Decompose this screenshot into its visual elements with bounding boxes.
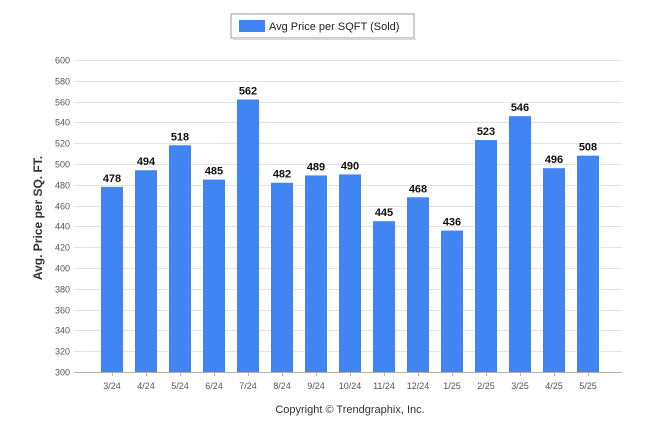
x-tick-label: 4/24 bbox=[137, 381, 155, 391]
x-tick-label: 11/24 bbox=[373, 381, 395, 391]
bar-12-24 bbox=[407, 197, 429, 372]
bar-6-24 bbox=[203, 179, 225, 372]
data-label: 468 bbox=[409, 183, 427, 195]
y-axis-title: Avg. Price per SQ. FT. bbox=[31, 156, 45, 280]
data-label: 478 bbox=[103, 173, 121, 185]
x-tick-label: 10/24 bbox=[339, 381, 362, 391]
data-label: 485 bbox=[205, 166, 223, 178]
bar-2-25 bbox=[475, 140, 497, 372]
x-tick-label: 5/24 bbox=[171, 381, 189, 391]
bar-4-25 bbox=[543, 168, 565, 372]
data-label: 518 bbox=[171, 131, 189, 143]
data-label: 490 bbox=[341, 160, 359, 172]
y-tick-label: 400 bbox=[55, 264, 70, 274]
data-label: 546 bbox=[511, 102, 529, 114]
y-tick-label: 560 bbox=[55, 98, 70, 108]
axes: 300 320 340 360 380 400 420 440 460 480 500 520 540 5… bbox=[55, 56, 622, 391]
data-label: 436 bbox=[443, 217, 461, 229]
y-tick-label: 460 bbox=[55, 202, 70, 212]
data-label: 445 bbox=[375, 207, 393, 219]
data-label: 562 bbox=[239, 86, 257, 98]
x-tick-label: 1/25 bbox=[443, 381, 461, 391]
y-tick-label: 480 bbox=[55, 181, 70, 191]
x-tick-label: 2/25 bbox=[477, 381, 495, 391]
bar-7-24 bbox=[237, 99, 259, 373]
bar-9-24 bbox=[305, 175, 327, 372]
legend-box-shadow bbox=[233, 38, 416, 40]
x-tick-label: 12/24 bbox=[407, 381, 430, 391]
y-tick-label: 540 bbox=[55, 118, 70, 128]
x-tick-label: 9/24 bbox=[307, 381, 325, 391]
bar-11-24 bbox=[373, 221, 395, 372]
x-tick-label: 5/25 bbox=[579, 381, 597, 391]
y-tick-label: 600 bbox=[55, 56, 70, 66]
copyright-text: Copyright © Trendgraphix, Inc. bbox=[275, 404, 424, 416]
bar-1-25 bbox=[441, 230, 463, 372]
x-tick-label: 8/24 bbox=[273, 381, 291, 391]
y-tick-label: 580 bbox=[55, 77, 70, 87]
bar-10-24 bbox=[339, 174, 361, 372]
legend[interactable]: Avg Price per SQFT (Sold) bbox=[230, 13, 416, 40]
y-tick-label: 340 bbox=[55, 326, 70, 336]
y-tick-label: 320 bbox=[55, 347, 70, 357]
legend-label: Avg Price per SQFT (Sold) bbox=[269, 21, 399, 33]
y-tick-label: 360 bbox=[55, 306, 70, 316]
x-tick-label: 3/25 bbox=[511, 381, 529, 391]
data-label: 523 bbox=[477, 126, 495, 138]
bar-5-24 bbox=[169, 145, 191, 372]
x-tick-label: 7/24 bbox=[239, 381, 257, 391]
data-labels: 478 494 518 485 562 482 489 490 445 468 436 523 546 4… bbox=[103, 86, 597, 229]
data-label: 494 bbox=[137, 156, 156, 168]
bar-3-24 bbox=[101, 186, 123, 372]
x-tick-label: 4/25 bbox=[545, 381, 563, 391]
data-label: 508 bbox=[579, 142, 597, 154]
y-tick-label: 440 bbox=[55, 222, 70, 232]
bar-8-24 bbox=[271, 182, 293, 372]
bar-3-25 bbox=[509, 116, 531, 372]
data-label: 496 bbox=[545, 154, 563, 166]
x-tick-label: 3/24 bbox=[103, 381, 121, 391]
bar-5-25 bbox=[577, 155, 599, 372]
bars bbox=[101, 99, 599, 373]
legend-swatch bbox=[239, 20, 265, 32]
data-label: 489 bbox=[307, 161, 325, 173]
y-tick-label: 520 bbox=[55, 139, 70, 149]
y-tick-label: 380 bbox=[55, 285, 70, 295]
y-tick-label: 500 bbox=[55, 160, 70, 170]
x-tick-label: 6/24 bbox=[205, 381, 223, 391]
data-label: 482 bbox=[273, 169, 291, 181]
bar-4-24 bbox=[135, 170, 157, 372]
y-tick-label: 300 bbox=[55, 368, 70, 378]
y-tick-label: 420 bbox=[55, 243, 70, 253]
